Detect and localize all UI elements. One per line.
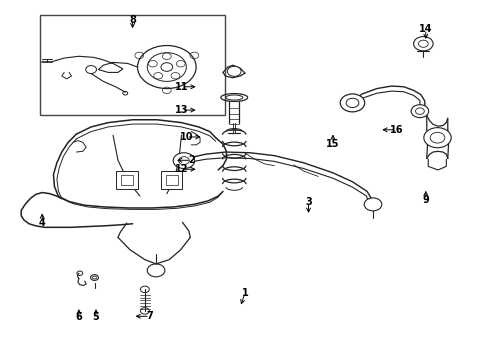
Circle shape bbox=[161, 63, 172, 71]
Text: 1: 1 bbox=[242, 288, 248, 298]
Circle shape bbox=[430, 132, 445, 143]
Circle shape bbox=[424, 128, 451, 148]
Text: 13: 13 bbox=[175, 105, 188, 115]
Circle shape bbox=[154, 72, 163, 79]
Circle shape bbox=[171, 72, 180, 79]
Circle shape bbox=[138, 45, 196, 89]
Text: 12: 12 bbox=[175, 164, 188, 174]
Circle shape bbox=[173, 153, 195, 168]
Text: 10: 10 bbox=[180, 132, 193, 142]
Circle shape bbox=[178, 157, 189, 165]
Circle shape bbox=[147, 53, 186, 81]
Circle shape bbox=[340, 94, 365, 112]
Circle shape bbox=[414, 37, 433, 51]
Text: 7: 7 bbox=[147, 311, 153, 321]
Text: 15: 15 bbox=[326, 139, 340, 149]
Text: 14: 14 bbox=[419, 24, 433, 35]
Text: 4: 4 bbox=[39, 218, 46, 228]
Text: 11: 11 bbox=[175, 82, 188, 92]
Text: 6: 6 bbox=[75, 312, 82, 322]
Bar bbox=[161, 171, 182, 189]
Circle shape bbox=[346, 98, 359, 108]
Bar bbox=[121, 175, 133, 185]
Text: 3: 3 bbox=[305, 197, 312, 207]
Text: 9: 9 bbox=[422, 195, 429, 205]
Circle shape bbox=[147, 264, 165, 277]
Circle shape bbox=[227, 66, 241, 76]
Circle shape bbox=[176, 60, 185, 67]
Text: 16: 16 bbox=[390, 125, 403, 135]
Text: 2: 2 bbox=[188, 155, 195, 165]
Circle shape bbox=[148, 60, 157, 67]
Text: 5: 5 bbox=[93, 312, 99, 322]
Circle shape bbox=[418, 40, 428, 47]
Circle shape bbox=[162, 53, 171, 59]
Bar bbox=[40, 15, 225, 116]
Circle shape bbox=[416, 108, 424, 114]
Text: 8: 8 bbox=[129, 15, 136, 26]
Bar bbox=[166, 175, 177, 185]
Circle shape bbox=[411, 105, 429, 118]
Bar bbox=[116, 171, 138, 189]
Circle shape bbox=[364, 198, 382, 211]
